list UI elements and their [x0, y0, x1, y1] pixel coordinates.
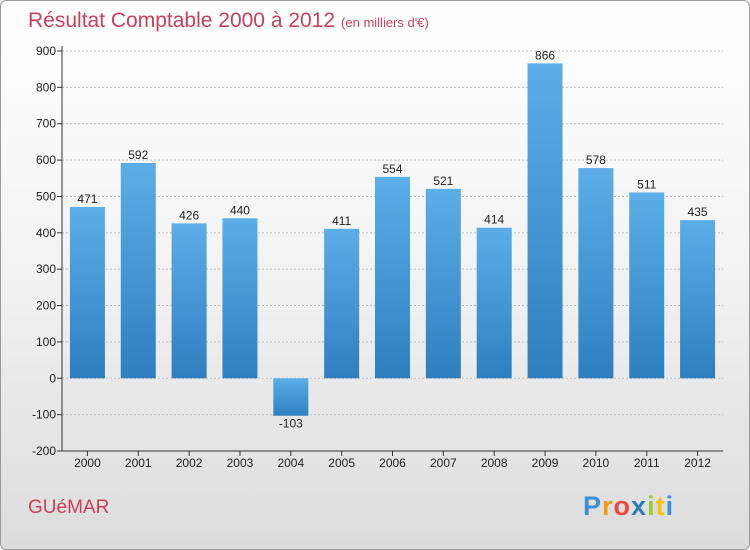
- bar-2001: [120, 163, 156, 379]
- chart-subtitle: (en milliers d'€): [341, 15, 429, 30]
- bar-2003: [222, 218, 258, 379]
- y-tick-label: -100: [32, 408, 56, 422]
- data-label-2005: 411: [332, 214, 351, 228]
- bar-2011: [629, 192, 665, 379]
- x-tick-label: 2003: [227, 456, 254, 470]
- bar-2004: [273, 378, 309, 416]
- data-label-2006: 554: [382, 162, 402, 176]
- bar-2012: [680, 220, 716, 379]
- bar-2010: [578, 168, 614, 379]
- logo-letter: P: [583, 491, 603, 521]
- data-label-2009: 866: [535, 48, 555, 62]
- x-tick-label: 2005: [328, 456, 355, 470]
- y-tick-label: 400: [36, 226, 56, 240]
- bar-2002: [171, 223, 207, 379]
- y-tick-label: -200: [32, 444, 56, 458]
- y-tick-label: 200: [36, 299, 56, 313]
- bar-2007: [425, 188, 461, 379]
- logo-letter: i: [647, 491, 656, 521]
- x-tick-label: 2002: [176, 456, 203, 470]
- x-tick-label: 2011: [634, 456, 660, 470]
- data-label-2010: 578: [586, 153, 606, 167]
- logo-letter: x: [631, 491, 648, 521]
- x-tick-label: 2000: [74, 456, 101, 470]
- y-tick-label: 800: [36, 80, 56, 94]
- gridlines: [57, 50, 723, 452]
- x-tick-labels: 2000 2001 2002 2003 2004 2005 2006 2007 2008 2009…: [74, 451, 711, 470]
- data-labels: 471 592 426 440 -103 411 554 521 414 866 578 511 435: [77, 48, 708, 430]
- data-label-2007: 521: [433, 174, 453, 188]
- bar-2005: [324, 228, 360, 379]
- bars: [69, 63, 716, 416]
- commune-name: GUéMAR: [28, 497, 110, 518]
- y-tick-label: 0: [49, 371, 56, 385]
- chart-title-text: Résultat Comptable 2000 à 2012: [28, 9, 336, 32]
- x-tick-label: 2008: [481, 456, 508, 470]
- logo-letter: o: [613, 491, 632, 521]
- x-tick-label: 2007: [430, 456, 457, 470]
- y-tick-label: 600: [36, 153, 56, 167]
- bar-2006: [375, 176, 410, 379]
- logo-letter: i: [665, 491, 675, 521]
- y-tick-labels: -200 -100 0 100 200 300 400 500 600 700 800 900: [32, 44, 56, 458]
- data-label-2001: 592: [128, 148, 148, 162]
- data-label-2012: 435: [688, 205, 708, 219]
- y-tick-label: 500: [36, 189, 56, 203]
- data-label-2008: 414: [484, 213, 504, 227]
- data-label-2004: -103: [279, 417, 303, 431]
- y-tick-label: 100: [36, 335, 56, 349]
- proxiti-logo: Proxiti: [583, 491, 674, 522]
- x-tick-label: 2012: [684, 456, 711, 470]
- data-label-2002: 426: [179, 208, 199, 222]
- logo-letter: t: [655, 491, 666, 521]
- x-tick-label: 2010: [583, 456, 610, 470]
- x-tick-label: 2001: [125, 456, 152, 470]
- x-tick-label: 2004: [277, 456, 304, 470]
- y-tick-label: 900: [36, 44, 56, 58]
- x-tick-label: 2009: [532, 456, 559, 470]
- logo-letter: r: [602, 491, 614, 521]
- data-label-2011: 511: [637, 177, 656, 191]
- y-tick-label: 700: [36, 117, 56, 131]
- bar-2009: [527, 63, 563, 379]
- data-label-2003: 440: [230, 203, 250, 217]
- bar-2008: [476, 227, 512, 379]
- data-label-2000: 471: [77, 192, 97, 206]
- x-tick-label: 2006: [379, 456, 406, 470]
- chart-title: Résultat Comptable 2000 à 2012 (en millie…: [28, 9, 429, 33]
- bar-2000: [69, 207, 105, 379]
- y-tick-label: 300: [36, 262, 56, 276]
